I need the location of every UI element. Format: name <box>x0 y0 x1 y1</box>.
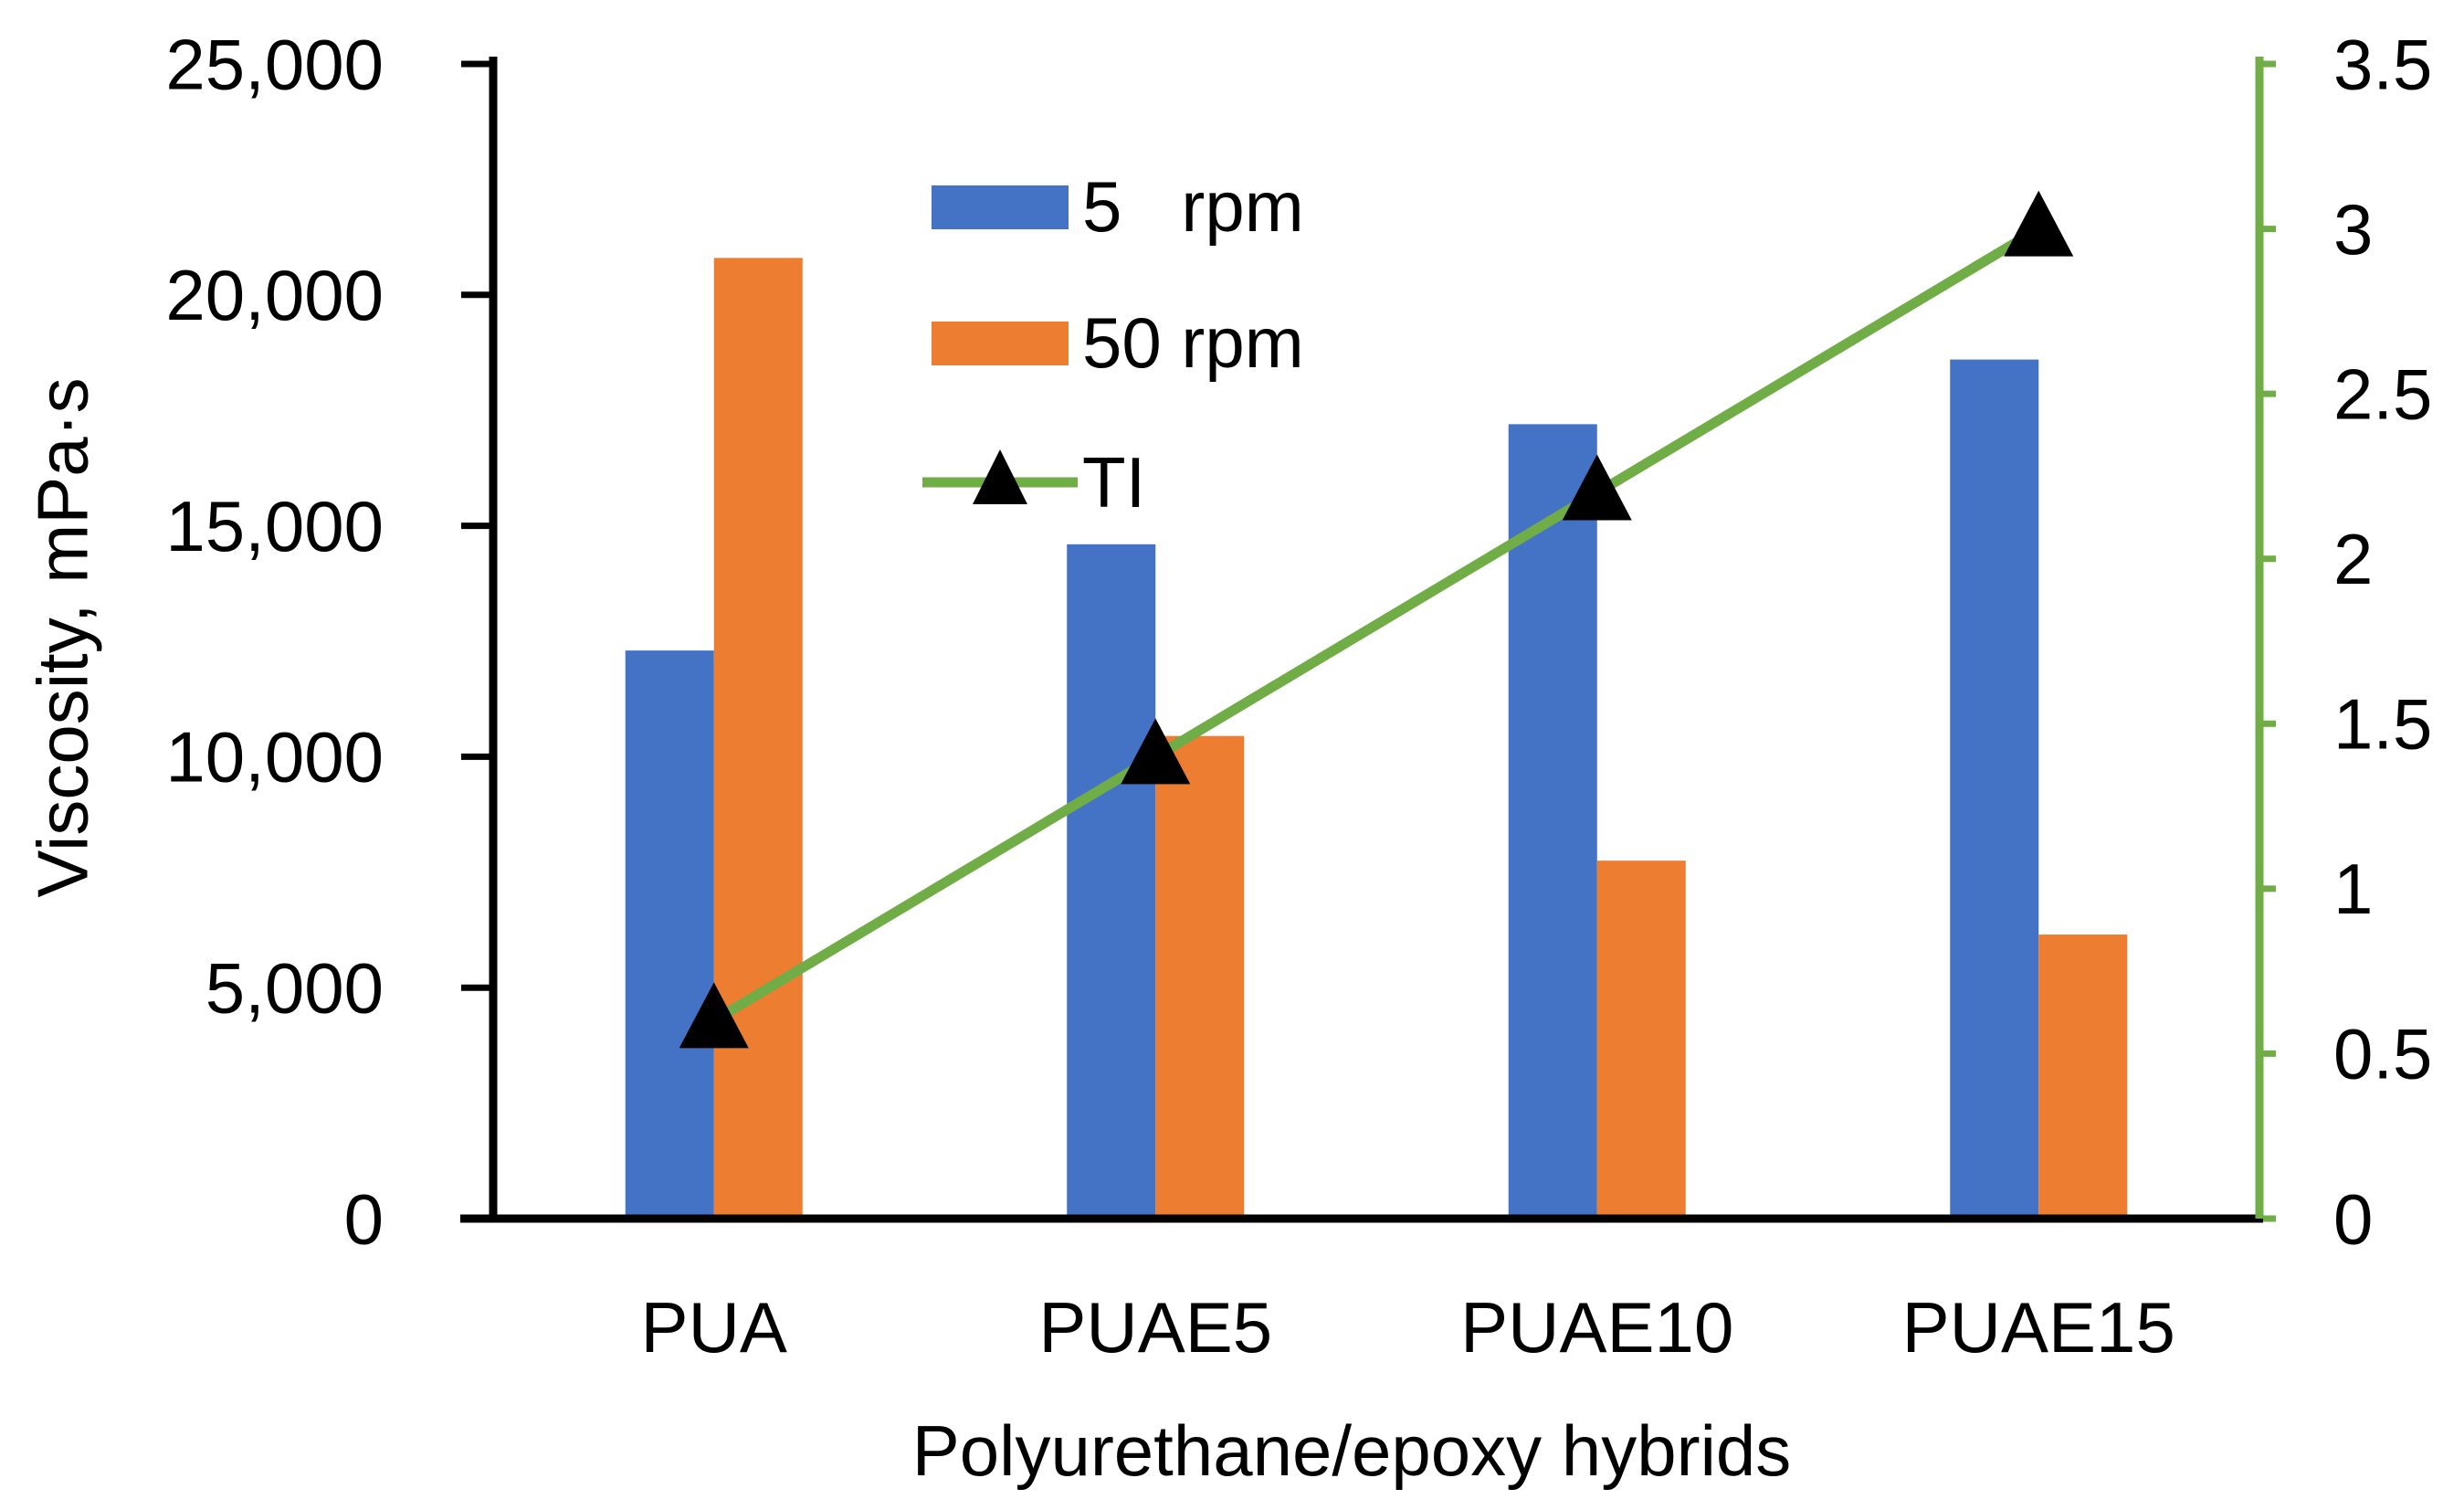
right-tick-label-7: 3.5 <box>2333 24 2432 104</box>
category-label-puae10: PUAE10 <box>1460 1287 1733 1367</box>
ti-marker-puae15 <box>2004 190 2074 257</box>
category-labels: PUA PUAE5 PUAE10 PUAE15 <box>641 1287 2175 1367</box>
bar-5rpm-pua <box>625 650 714 1219</box>
category-label-puae5: PUAE5 <box>1038 1287 1272 1367</box>
category-label-pua: PUA <box>641 1287 787 1367</box>
legend-swatch-50rpm <box>932 322 1069 365</box>
bars <box>625 258 2128 1220</box>
ti-marker-puae5 <box>1121 718 1191 785</box>
right-tick-label-1: 0.5 <box>2333 1014 2432 1094</box>
left-y-ticks: 0 5,000 10,000 15,000 20,000 25,000 <box>165 24 493 1259</box>
right-tick-label-0: 0 <box>2333 1178 2373 1259</box>
left-tick-label-2: 10,000 <box>165 717 384 797</box>
left-tick-label-4: 20,000 <box>165 255 384 335</box>
left-tick-label-1: 5,000 <box>205 948 384 1029</box>
left-tick-label-5: 25,000 <box>165 24 384 104</box>
bar-5rpm-puae15 <box>1950 359 2039 1220</box>
ti-marker-puae10 <box>1562 454 1632 521</box>
bar-50rpm-puae15 <box>2038 935 2128 1219</box>
ti-line <box>679 190 2074 1049</box>
bar-50rpm-pua <box>713 258 803 1219</box>
right-tick-label-4: 2 <box>2333 519 2373 599</box>
right-tick-label-3: 1.5 <box>2333 684 2432 765</box>
bar-5rpm-puae10 <box>1508 424 1597 1219</box>
legend-marker-ti <box>973 449 1027 504</box>
legend-label-ti: TI <box>1082 442 1145 523</box>
ti-series-line <box>711 224 2042 1026</box>
right-tick-label-2: 1 <box>2333 849 2373 929</box>
left-tick-label-0: 0 <box>344 1178 384 1259</box>
right-tick-label-5: 2.5 <box>2333 354 2432 434</box>
right-y-ticks: 0 0.5 1 1.5 2 2.5 3 3.5 <box>2259 24 2432 1259</box>
legend: 5 rpm 50 rpm TI <box>922 166 1304 523</box>
bar-50rpm-puae5 <box>1155 735 1245 1219</box>
left-tick-label-3: 15,000 <box>165 486 384 566</box>
bar-5rpm-puae5 <box>1067 544 1156 1219</box>
legend-swatch-5rpm <box>932 185 1069 229</box>
y-axis-title: Viscosity, mPa·s <box>22 377 102 897</box>
bar-50rpm-puae10 <box>1596 861 1686 1219</box>
x-axis-title: Polyurethane/epoxy hybrids <box>912 1410 1792 1491</box>
ti-marker-pua <box>679 982 749 1049</box>
right-tick-label-6: 3 <box>2333 189 2373 269</box>
legend-label-5rpm: 5 rpm <box>1082 166 1304 247</box>
legend-label-50rpm: 50 rpm <box>1082 302 1304 383</box>
category-label-puae15: PUAE15 <box>1902 1287 2175 1367</box>
